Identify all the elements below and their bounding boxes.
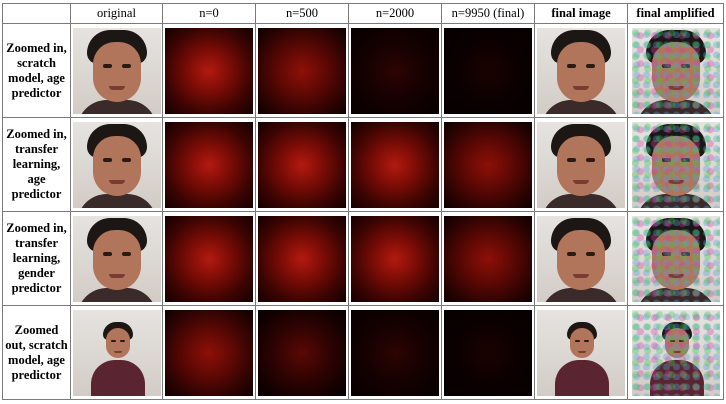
table-row: Zoomed in, transfer learning, age predic… [2, 117, 724, 212]
saliency-heatmap [444, 215, 532, 302]
col-header-n9950: n=9950 (final) [441, 3, 535, 24]
saliency-heatmap [444, 27, 532, 114]
results-figure: original n=0 n=500 n=2000 n=9950 (final)… [2, 3, 724, 401]
original-photo [72, 309, 161, 396]
col-header-n500: n=500 [255, 3, 349, 24]
saliency-heatmap [444, 309, 532, 396]
final-amplified-photo [631, 215, 720, 302]
saliency-heatmap [258, 121, 346, 208]
col-header-n2000: n=2000 [348, 3, 442, 24]
saliency-heatmap [444, 121, 532, 208]
col-header-final-image: final image [534, 3, 628, 24]
row-label: Zoomed in, transfer learning, gender pre… [2, 211, 71, 306]
saliency-heatmap [351, 121, 439, 208]
final-amplified-photo [631, 309, 720, 396]
saliency-heatmap [258, 215, 346, 302]
col-header-n0: n=0 [162, 3, 256, 24]
table-row: Zoomed in, transfer learning, gender pre… [2, 211, 724, 306]
original-photo [72, 27, 161, 114]
saliency-heatmap [351, 309, 439, 396]
original-photo [72, 215, 161, 302]
row-label: Zoomed out, scratch model, age predictor [2, 305, 71, 400]
row-label: Zoomed in, scratch model, age predictor [2, 23, 71, 118]
final-image-photo [537, 215, 625, 302]
results-table: original n=0 n=500 n=2000 n=9950 (final)… [2, 3, 724, 400]
final-amplified-photo [631, 121, 720, 208]
final-image-photo [537, 27, 625, 114]
row-label: Zoomed in, transfer learning, age predic… [2, 117, 71, 212]
results-body: Zoomed in, scratch model, age predictor Z… [2, 23, 724, 400]
table-row: Zoomed out, scratch model, age predictor [2, 305, 724, 400]
saliency-heatmap [258, 27, 346, 114]
original-photo [72, 121, 161, 208]
final-amplified-photo [631, 27, 720, 114]
corner-cell [2, 3, 71, 24]
col-header-final-amplified: final amplified [627, 3, 724, 24]
col-header-original: original [70, 3, 163, 24]
saliency-heatmap [165, 215, 253, 302]
final-image-photo [537, 121, 625, 208]
saliency-heatmap [258, 309, 346, 396]
table-row: Zoomed in, scratch model, age predictor [2, 23, 724, 118]
saliency-heatmap [165, 309, 253, 396]
saliency-heatmap [165, 121, 253, 208]
saliency-heatmap [165, 27, 253, 114]
saliency-heatmap [351, 215, 439, 302]
final-image-photo [537, 309, 625, 396]
saliency-heatmap [351, 27, 439, 114]
